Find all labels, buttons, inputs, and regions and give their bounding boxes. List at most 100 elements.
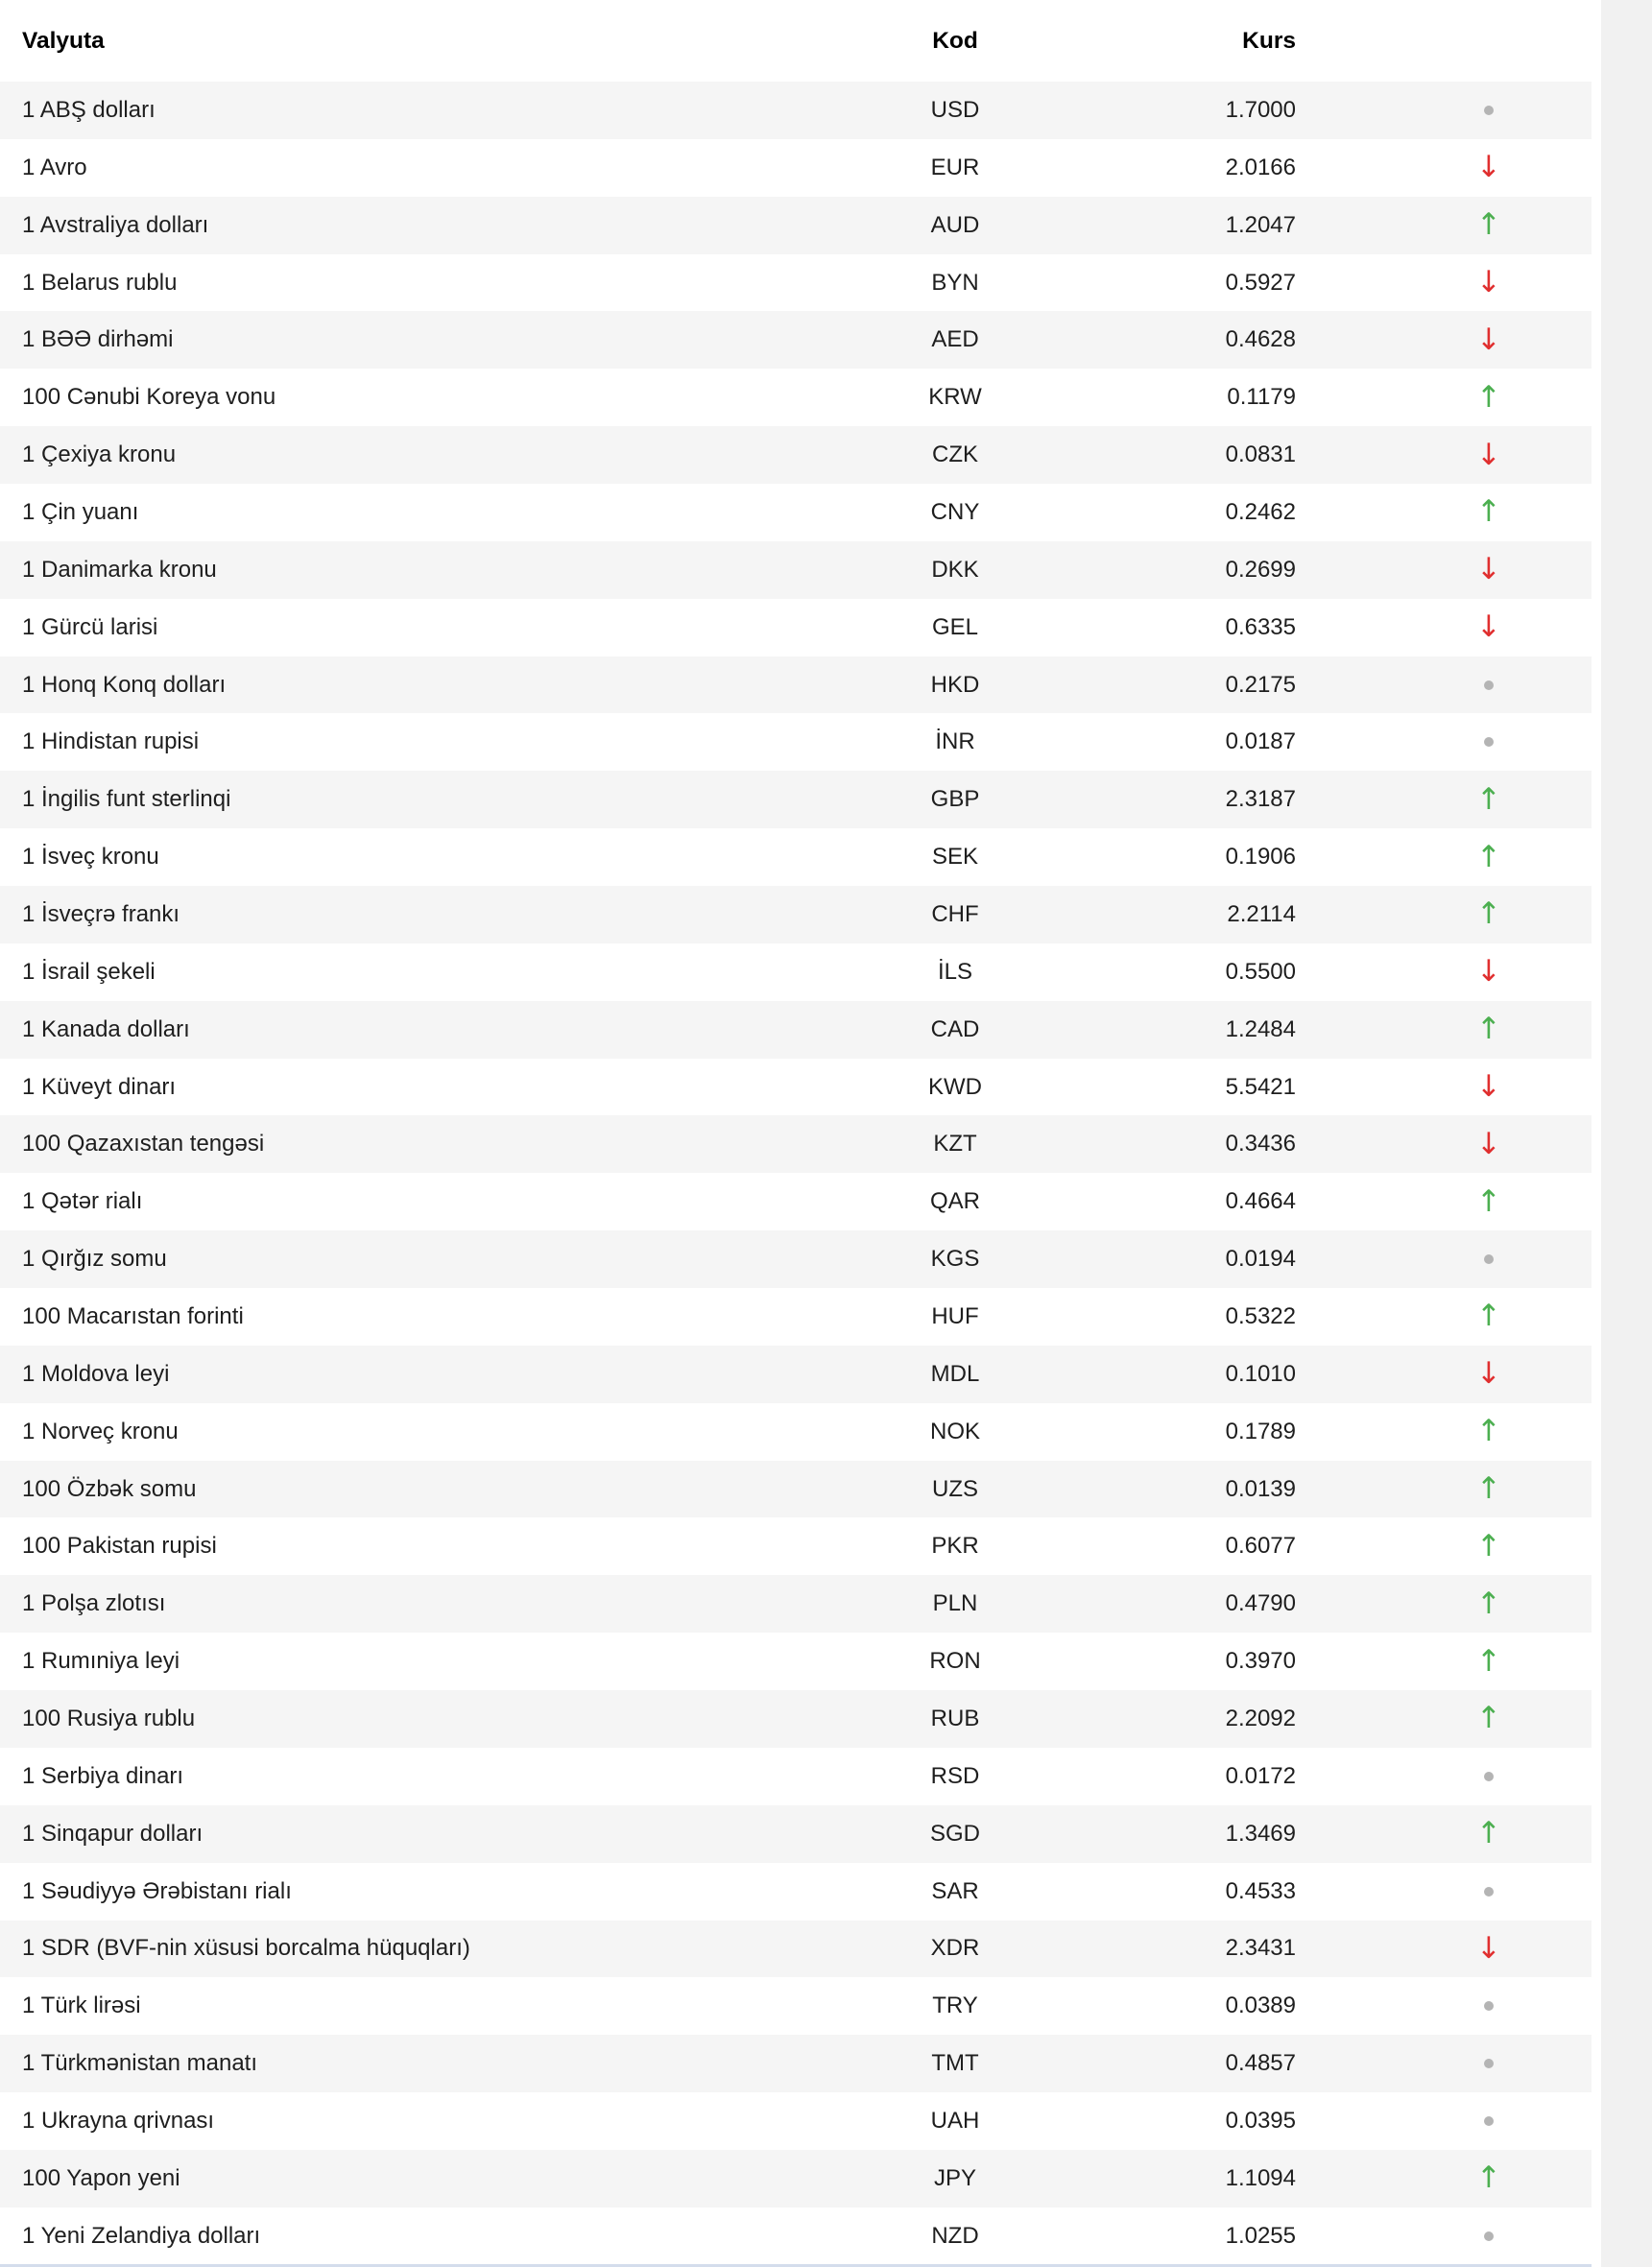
currency-code-cell: SGD	[929, 1820, 980, 1847]
flat-dot-icon	[1484, 2001, 1494, 2012]
flat-dot-icon	[1484, 1886, 1494, 1897]
up-arrow-icon: ↑	[1476, 1414, 1501, 1449]
flat-dot-icon	[1484, 1254, 1494, 1265]
currency-name-cell: 100 Özbək somu	[22, 1475, 197, 1502]
up-arrow-icon: ↑	[1476, 1471, 1501, 1507]
currency-name-cell: 1 ABŞ dolları	[22, 96, 156, 123]
up-arrow-icon: ↑	[1476, 1643, 1501, 1679]
table-row: 1 Rumıniya leyi RON 0.3970 ↑	[0, 1633, 1592, 1690]
table-row: 1 Gürcü larisi GEL 0.6335 ↓	[0, 599, 1592, 656]
rate-cell: 0.1010	[1225, 1360, 1296, 1387]
currency-name-cell: 1 Norveç kronu	[22, 1418, 179, 1444]
table-row: 1 Türk lirəsi TRY 0.0389	[0, 1977, 1592, 2035]
up-arrow-icon: ↑	[1476, 839, 1501, 874]
currency-name-cell: 1 Türkmənistan manatı	[22, 2050, 258, 2077]
flat-dot-icon	[1484, 1771, 1494, 1781]
down-arrow-icon: ↓	[1476, 1126, 1501, 1161]
trend-cell: ↓	[1325, 1115, 1592, 1173]
currency-code-cell: MDL	[930, 1360, 980, 1387]
rate-cell: 0.5322	[1225, 1302, 1296, 1329]
currency-name-cell: 100 Cənubi Koreya vonu	[22, 384, 276, 411]
currency-name-cell: 1 Avro	[22, 154, 87, 180]
down-arrow-icon: ↓	[1476, 609, 1501, 645]
table-row: 1 Hindistan rupisi İNR 0.0187	[0, 713, 1592, 771]
table-row: 1 Çexiya kronu CZK 0.0831 ↓	[0, 426, 1592, 485]
table-row: 1 Honq Konq dolları HKD 0.2175	[0, 656, 1592, 714]
trend-cell: ↑	[1325, 1633, 1592, 1690]
trend-cell: ↓	[1325, 1059, 1592, 1116]
currency-name-cell: 1 Səudiyyə Ərəbistanı rialı	[22, 1877, 292, 1904]
up-arrow-icon: ↑	[1476, 1528, 1501, 1563]
currency-code-cell: PLN	[932, 1590, 978, 1617]
rate-cell: 0.4664	[1225, 1188, 1296, 1215]
trend-cell: ↓	[1325, 311, 1592, 369]
currency-name-cell: 1 Çexiya kronu	[22, 441, 177, 468]
currency-code-cell: XDR	[930, 1935, 980, 1962]
currency-code-cell: NZD	[931, 2222, 979, 2249]
down-arrow-icon: ↓	[1476, 552, 1501, 587]
table-row: 1 Ukrayna qrivnası UAH 0.0395	[0, 2092, 1592, 2150]
currency-name-cell: 1 İsveçrə frankı	[22, 900, 180, 927]
currency-code-cell: AED	[931, 326, 979, 353]
flat-dot-icon	[1484, 680, 1494, 690]
currency-name-cell: 1 Moldova leyi	[22, 1360, 170, 1387]
column-header-kod: Kod	[932, 27, 978, 54]
currency-code-cell: RON	[929, 1648, 981, 1675]
table-row: 1 İsveçrə frankı CHF 2.2114 ↑	[0, 886, 1592, 943]
up-arrow-icon: ↑	[1476, 781, 1501, 817]
trend-cell	[1325, 713, 1592, 771]
flat-dot-icon	[1484, 2231, 1494, 2241]
currency-code-cell: UZS	[932, 1475, 978, 1502]
rate-cell: 0.3436	[1225, 1131, 1296, 1157]
rate-cell: 0.2699	[1225, 556, 1296, 583]
currency-code-cell: GEL	[931, 613, 979, 640]
rates-table-body: 1 ABŞ dolları USD 1.7000 1 Avro EUR 2.01…	[0, 82, 1592, 2265]
currency-name-cell: 1 Türk lirəsi	[22, 1993, 141, 2019]
rate-cell: 0.0395	[1225, 2108, 1296, 2134]
currency-name-cell: 1 Avstraliya dolları	[22, 211, 209, 238]
table-row: 1 Danimarka kronu DKK 0.2699 ↓	[0, 540, 1592, 599]
rate-cell: 0.0831	[1225, 441, 1296, 468]
currency-code-cell: KWD	[928, 1073, 982, 1100]
rate-cell: 0.2175	[1225, 671, 1296, 698]
currency-code-cell: GBP	[930, 786, 980, 813]
rates-table-header: Valyuta Kod Kurs	[0, 0, 1592, 82]
currency-code-cell: BYN	[931, 269, 979, 296]
rate-cell: 0.5927	[1225, 269, 1296, 296]
table-row: 1 Türkmənistan manatı TMT 0.4857	[0, 2035, 1592, 2093]
currency-code-cell: PKR	[931, 1533, 979, 1560]
currency-name-cell: 1 Qırğız somu	[22, 1246, 167, 1273]
currency-name-cell: 1 SDR (BVF-nin xüsusi borcalma hüquqları…	[22, 1935, 470, 1962]
trend-cell: ↑	[1325, 1173, 1592, 1230]
table-row: 1 Moldova leyi MDL 0.1010 ↓	[0, 1345, 1592, 1403]
currency-code-cell: SAR	[931, 1877, 979, 1904]
table-row: 100 Yapon yeni JPY 1.1094 ↑	[0, 2149, 1592, 2207]
currency-name-cell: 1 Ukrayna qrivnası	[22, 2108, 215, 2134]
currency-name-cell: 1 Kanada dolları	[22, 1015, 190, 1042]
trend-cell	[1325, 2092, 1592, 2150]
currency-code-cell: QAR	[929, 1188, 980, 1215]
trend-cell: ↑	[1325, 1805, 1592, 1863]
currency-code-cell: CHF	[931, 900, 979, 927]
down-arrow-icon: ↓	[1476, 1069, 1501, 1105]
trend-cell: ↑	[1325, 484, 1592, 541]
rate-cell: 1.0255	[1225, 2222, 1296, 2249]
trend-cell: ↑	[1325, 1517, 1592, 1575]
trend-cell: ↑	[1325, 1575, 1592, 1633]
rate-cell: 2.0166	[1225, 154, 1296, 180]
trend-cell: ↓	[1325, 254, 1592, 312]
vertical-scrollbar[interactable]	[1601, 0, 1652, 2267]
trend-cell: ↑	[1325, 1288, 1592, 1346]
trend-cell	[1325, 1863, 1592, 1921]
rate-cell: 1.3469	[1225, 1820, 1296, 1847]
currency-code-cell: CAD	[930, 1015, 980, 1042]
trend-cell	[1325, 82, 1592, 139]
rate-cell: 1.7000	[1225, 96, 1296, 123]
trend-cell: ↑	[1325, 369, 1592, 426]
rate-cell: 1.1094	[1225, 2164, 1296, 2191]
trend-cell: ↓	[1325, 599, 1592, 656]
rate-cell: 0.6335	[1225, 613, 1296, 640]
currency-code-cell: DKK	[931, 556, 979, 583]
trend-cell: ↑	[1325, 1690, 1592, 1748]
